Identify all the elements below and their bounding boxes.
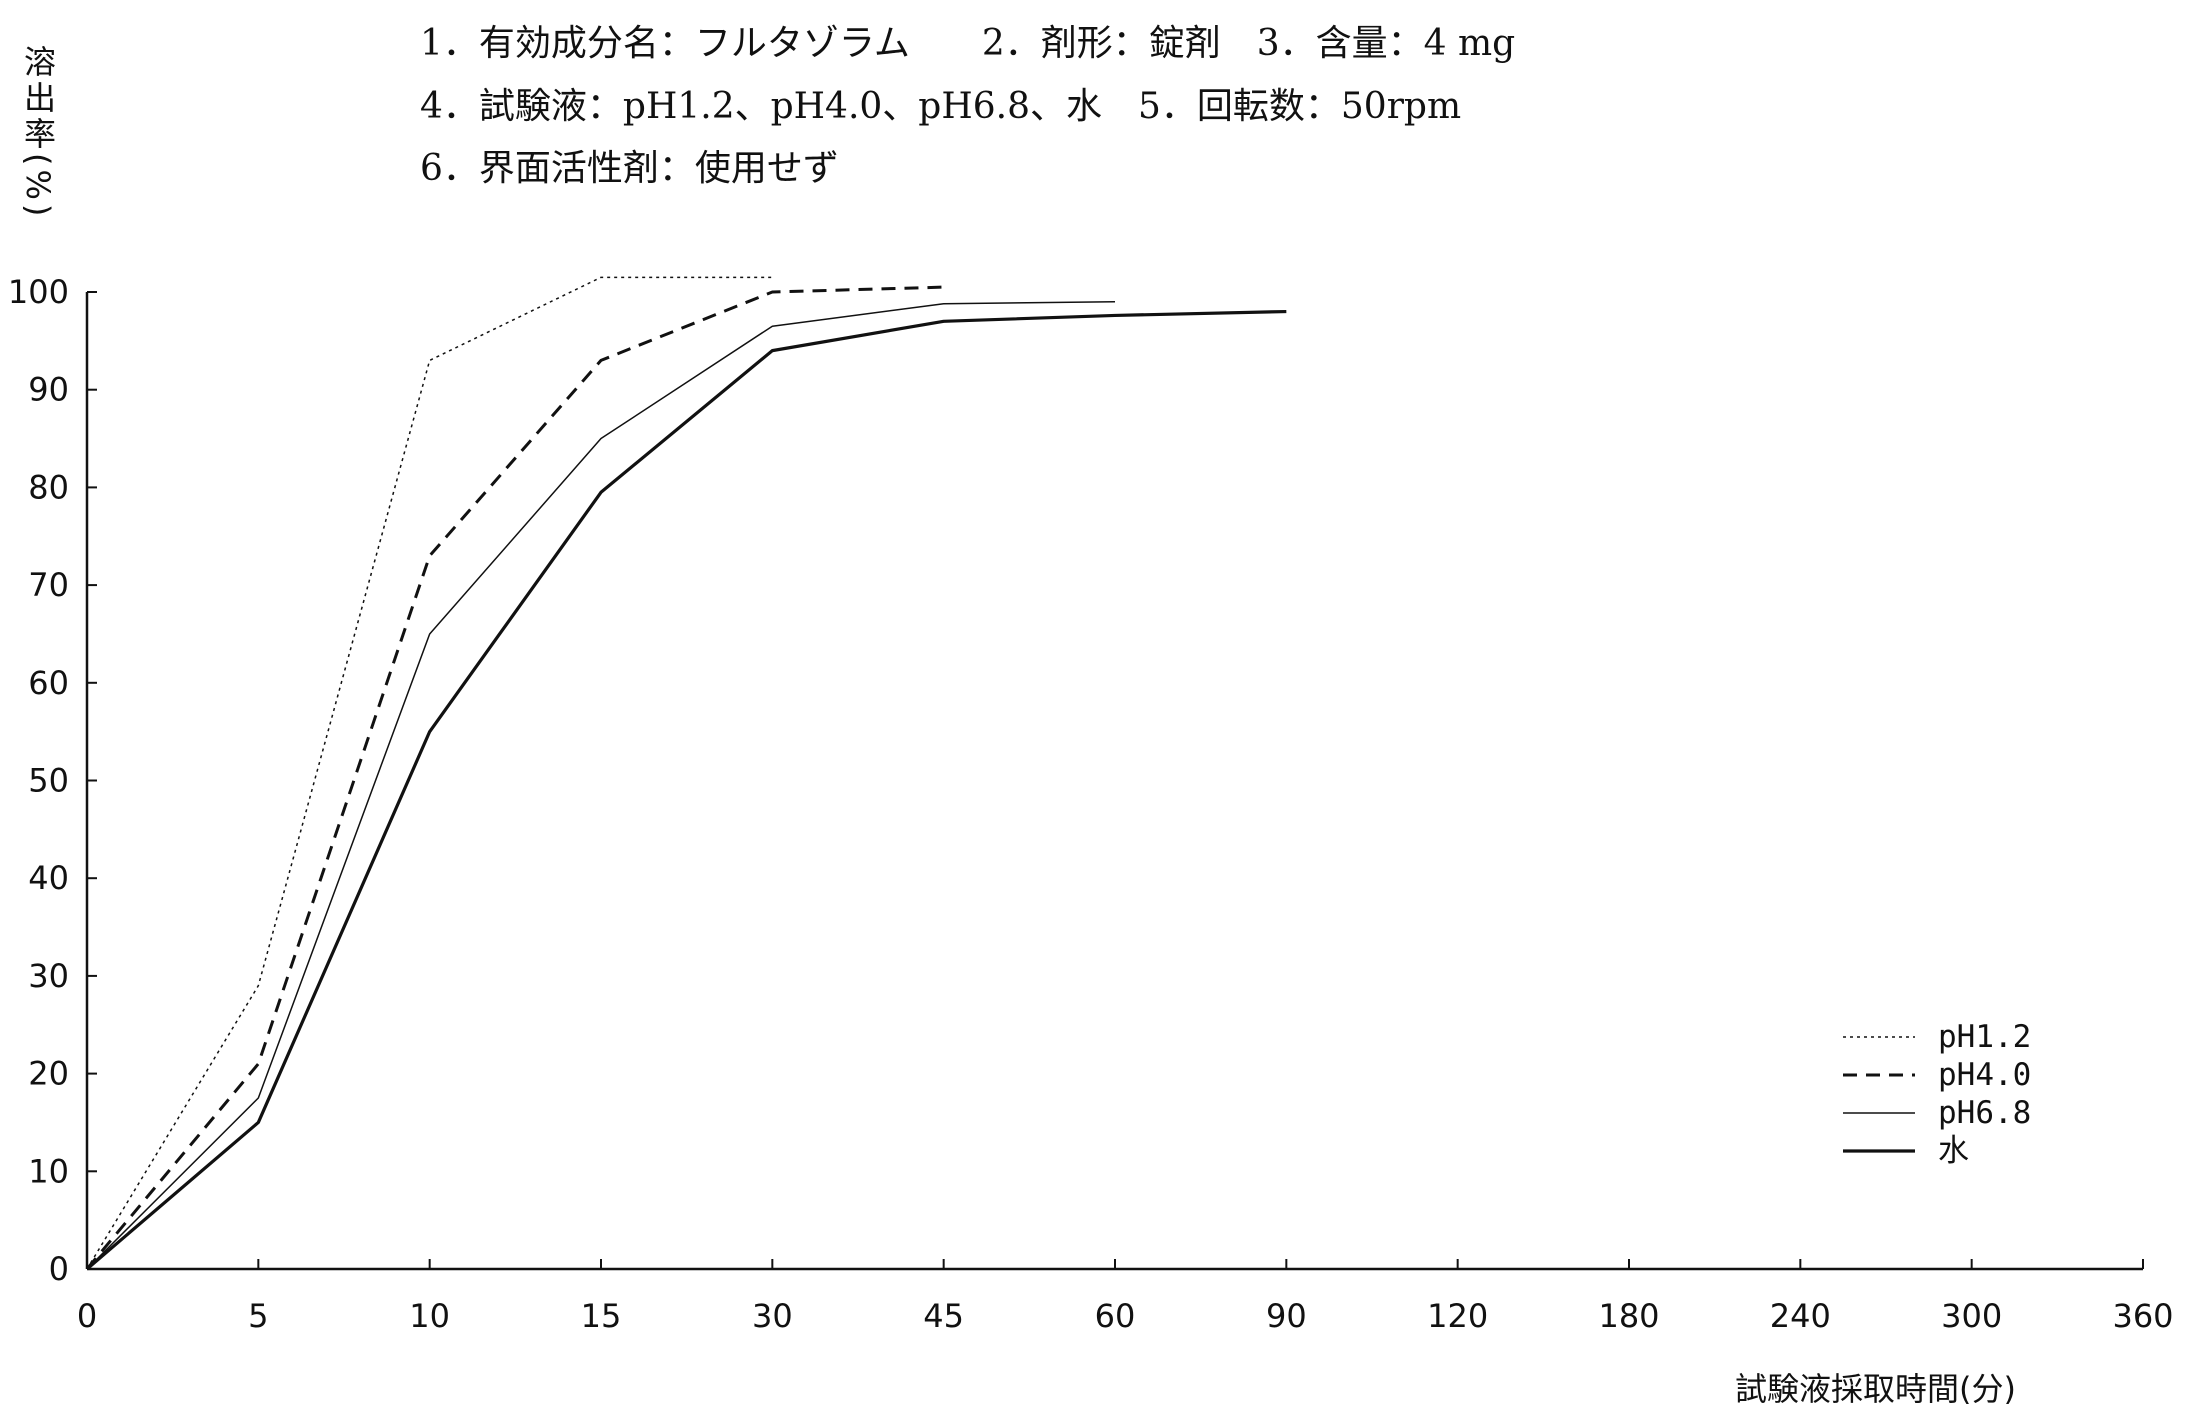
y-tick-label: 40	[28, 859, 69, 897]
series-line-水	[85, 309, 1287, 1271]
x-axis-label: 試験液採取時間(分)	[1735, 1370, 2016, 1408]
legend-label: pH4.0	[1938, 1057, 2031, 1093]
axes: 0 10 20 30 40 50 60 70 80 90 100 0 5 10 15 30 45 60 90 120 1…	[8, 273, 2174, 1335]
y-axis-label: 溶出率(%)	[19, 45, 57, 220]
header-line-2: 4．試験液：pH1.2、pH4.0、pH6.8、水 5．回転数：50rpm	[420, 86, 1461, 127]
legend-label: pH1.2	[1938, 1019, 2031, 1055]
series-line-pH1.2	[86, 276, 773, 1270]
y-tick-label: 30	[28, 957, 69, 995]
y-tick-label: 90	[28, 371, 69, 409]
header-line-3: 6．界面活性剤：使用せず	[420, 148, 839, 189]
x-tick-label: 180	[1598, 1297, 1659, 1335]
series-line-pH6.8	[86, 301, 1116, 1270]
x-tick-label: 60	[1095, 1297, 1136, 1335]
x-tick-label: 360	[2112, 1297, 2173, 1335]
series-line-pH4.0	[85, 285, 944, 1270]
x-tick-label: 15	[581, 1297, 622, 1335]
x-tick-label: 10	[409, 1297, 450, 1335]
x-tick-label: 5	[248, 1297, 268, 1335]
y-tick-label: 0	[49, 1250, 69, 1288]
x-tick-label: 45	[923, 1297, 964, 1335]
series-lines	[85, 276, 1287, 1271]
y-tick-label: 80	[28, 468, 69, 506]
x-tick-label: 30	[752, 1297, 793, 1335]
y-tick-label: 10	[28, 1152, 69, 1190]
y-tick-label: 50	[28, 762, 69, 800]
x-tick-label: 90	[1266, 1297, 1307, 1335]
x-tick-label: 0	[77, 1297, 97, 1335]
x-tick-label: 240	[1770, 1297, 1831, 1335]
y-tick-label: 70	[28, 566, 69, 604]
y-tick-label: 60	[28, 664, 69, 702]
x-tick-label: 300	[1941, 1297, 2002, 1335]
y-tick-label: 100	[8, 273, 69, 311]
y-tick-label: 20	[28, 1055, 69, 1093]
header-line-1: 1．有効成分名：フルタゾラム 2．剤形：錠剤 3．含量：4 mg	[420, 23, 1515, 64]
legend-label: 水	[1938, 1133, 1969, 1169]
legend-label: pH6.8	[1938, 1095, 2031, 1131]
x-tick-label: 120	[1427, 1297, 1488, 1335]
